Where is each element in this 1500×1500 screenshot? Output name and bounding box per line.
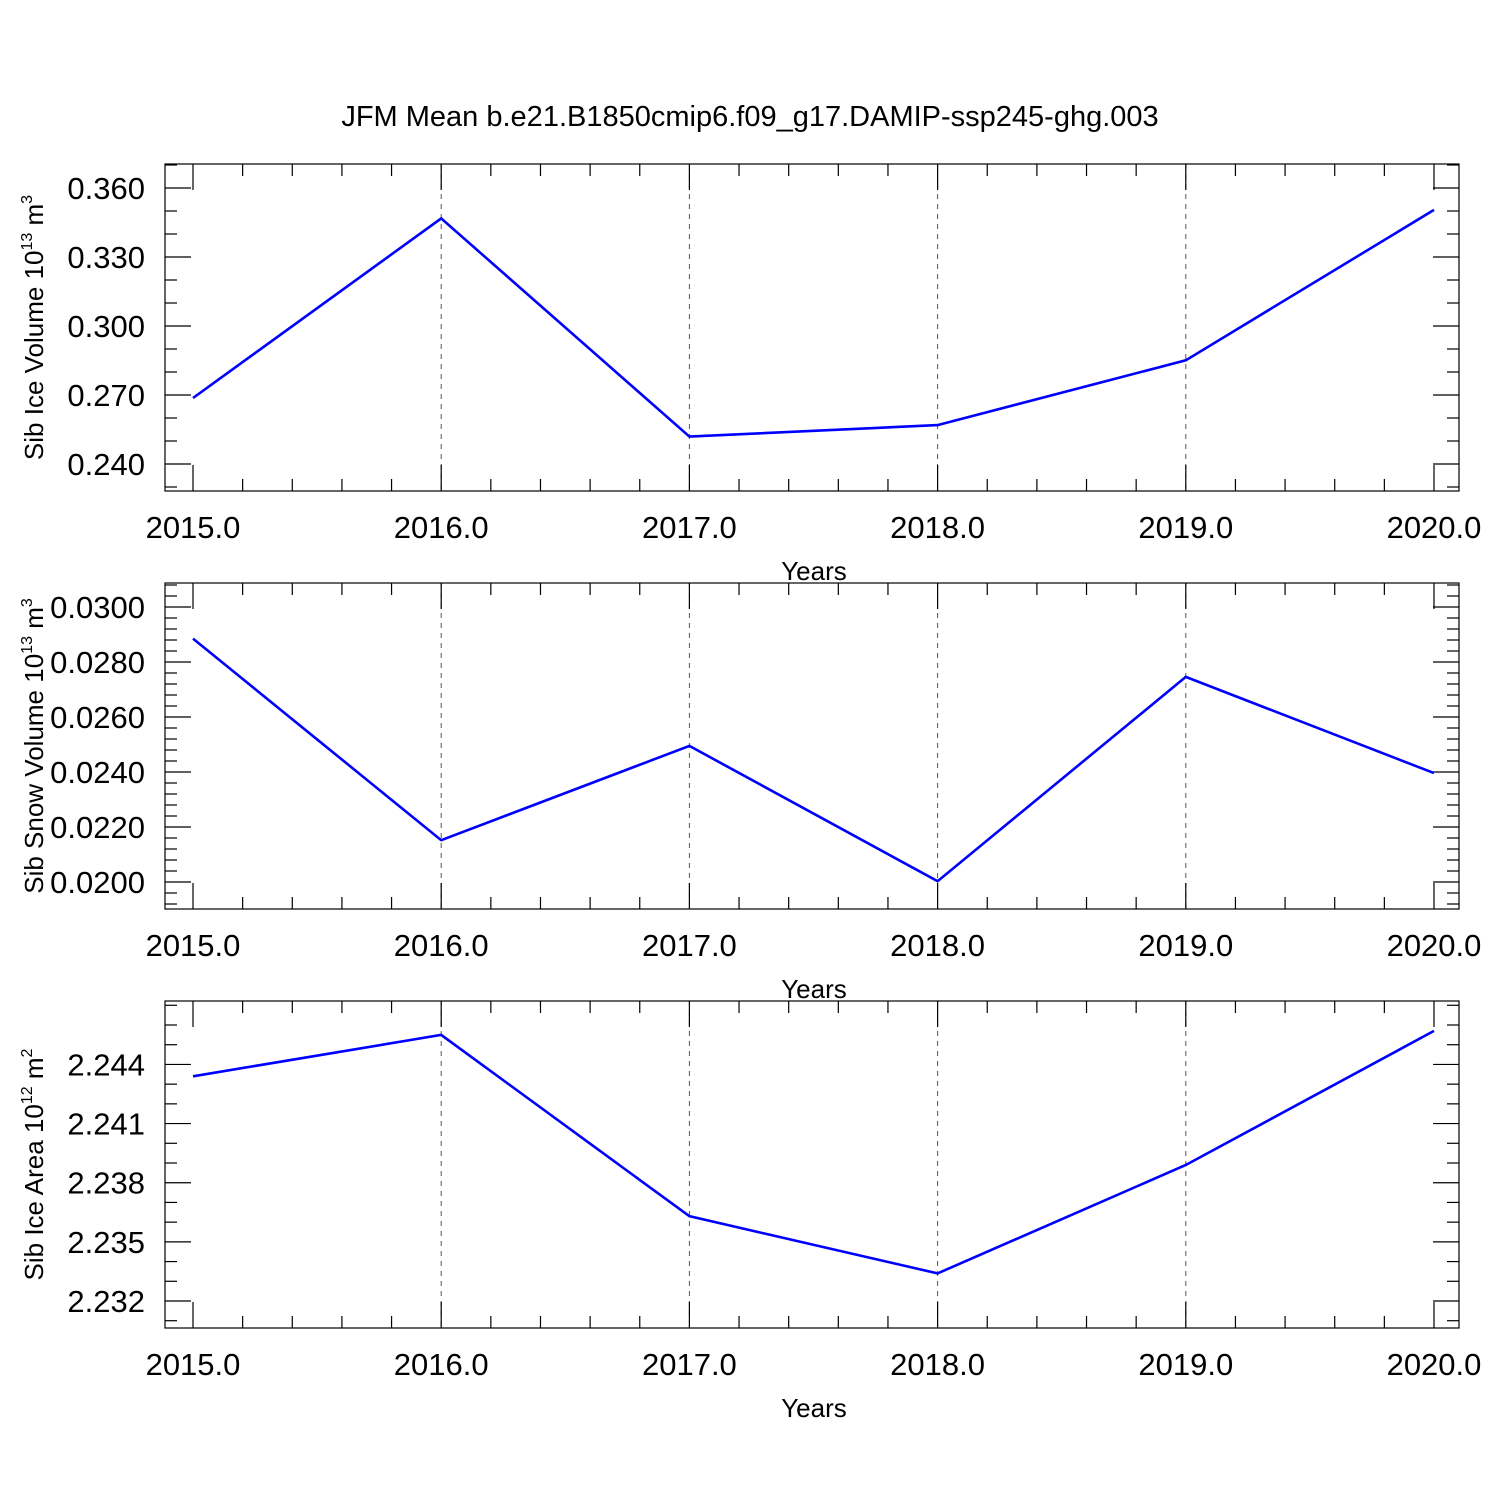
y-tick-label: 0.0280 — [50, 645, 145, 680]
x-axis-title: Years — [781, 556, 847, 586]
y-tick-label: 0.0220 — [50, 810, 145, 845]
x-axis-title: Years — [781, 1393, 847, 1423]
x-tick-label: 2020.0 — [1387, 928, 1482, 963]
y-tick-label: 2.238 — [67, 1166, 145, 1201]
y-tick-label: 2.244 — [67, 1047, 145, 1082]
y-tick-label: 0.0260 — [50, 700, 145, 735]
y-tick-label: 2.232 — [67, 1284, 145, 1319]
x-tick-label: 2015.0 — [146, 510, 241, 545]
y-axis-title: Sib Ice Area 1012 m2 — [19, 1048, 49, 1280]
x-tick-label: 2017.0 — [642, 1347, 737, 1382]
y-tick-label: 0.0240 — [50, 755, 145, 790]
y-axis-title: Sib Ice Volume 1013 m3 — [19, 195, 49, 460]
y-tick-label: 2.235 — [67, 1225, 145, 1260]
series-line — [192, 637, 1435, 883]
x-tick-label: 2016.0 — [394, 928, 489, 963]
y-tick-label: 0.0300 — [50, 590, 145, 625]
y-tick-label: 0.270 — [67, 378, 145, 413]
x-tick-label: 2016.0 — [394, 1347, 489, 1382]
y-tick-label: 0.240 — [67, 447, 145, 482]
x-tick-label: 2015.0 — [146, 928, 241, 963]
chart-panel-2: 0.0200 0.0220 0.0240 0.0260 0.0280 0.0300 2015… — [19, 582, 1482, 1004]
x-axis-title: Years — [781, 974, 847, 1004]
chart-panel-1: 0.240 0.270 0.300 0.330 0.360 2015.0 2016.0 201… — [19, 163, 1482, 586]
plot-frame — [164, 582, 1460, 910]
x-tick-label: 2019.0 — [1138, 510, 1233, 545]
x-tick-label: 2018.0 — [890, 928, 985, 963]
x-tick-label: 2017.0 — [642, 510, 737, 545]
series-line — [192, 208, 1435, 438]
y-tick-label: 0.330 — [67, 240, 145, 275]
x-tick-label: 2017.0 — [642, 928, 737, 963]
y-tick-label: 0.360 — [67, 171, 145, 206]
x-tick-label: 2018.0 — [890, 510, 985, 545]
y-tick-label: 2.241 — [67, 1107, 145, 1142]
x-tick-label: 2015.0 — [146, 1347, 241, 1382]
x-tick-label: 2018.0 — [890, 1347, 985, 1382]
x-tick-label: 2016.0 — [394, 510, 489, 545]
x-tick-label: 2020.0 — [1387, 510, 1482, 545]
plot-frame — [164, 163, 1460, 492]
chart-panels: 0.240 0.270 0.300 0.330 0.360 2015.0 2016.0 201… — [19, 163, 1482, 1423]
x-tick-label: 2019.0 — [1138, 1347, 1233, 1382]
chart-title: JFM Mean b.e21.B1850cmip6.f09_g17.DAMIP-… — [341, 101, 1158, 133]
chart-panel-3: 2.232 2.235 2.238 2.241 2.244 2015.0 2016.0 201… — [19, 1000, 1482, 1423]
series-line — [192, 1029, 1435, 1275]
plot-frame — [164, 1000, 1460, 1329]
x-tick-label: 2019.0 — [1138, 928, 1233, 963]
y-axis-title: Sib Snow Volume 1013 m3 — [19, 598, 49, 894]
x-tick-label: 2020.0 — [1387, 1347, 1482, 1382]
y-tick-label: 0.300 — [67, 309, 145, 344]
y-tick-label: 0.0200 — [50, 865, 145, 900]
